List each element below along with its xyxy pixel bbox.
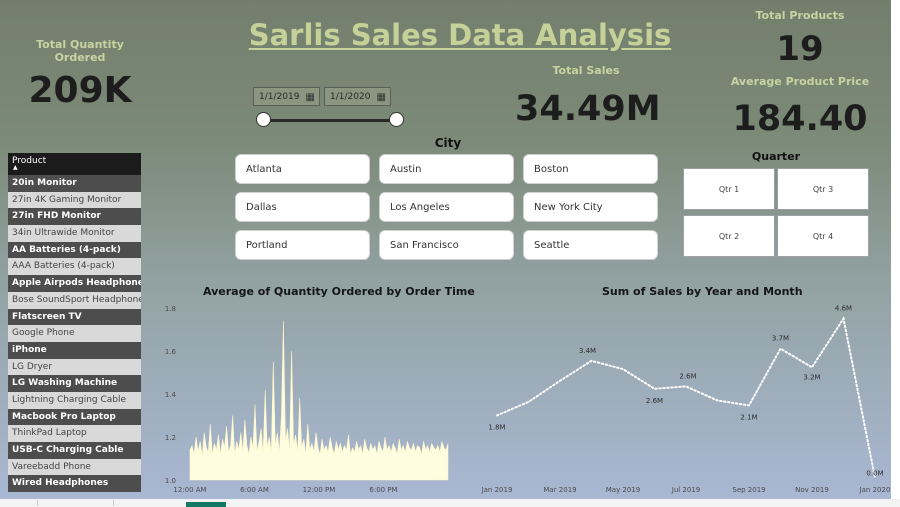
data-label: 2.6M [646,397,663,405]
product-item[interactable]: Apple Airpods Headphones [8,275,141,292]
y-tick-label: 1.6 [165,348,177,356]
start-date-text: 1/1/2019 [259,92,300,102]
end-date-input[interactable]: 1/1/2020 ▦ [324,87,391,106]
total-quantity-value: 209K [28,70,132,111]
total-quantity-label: Total Quantity Ordered [36,38,124,64]
city-button-boston[interactable]: Boston [523,154,658,184]
product-item[interactable]: iPhone [8,341,141,359]
x-tick-label: 12:00 AM [173,486,206,494]
product-item[interactable]: ThinkPad Laptop [8,425,141,442]
city-button-austin[interactable]: Austin [379,154,514,184]
total-sales-value: 34.49M [515,89,661,129]
calendar-icon[interactable]: ▦ [376,92,386,103]
page-tabs-strip [0,499,900,507]
city-button-san-francisco[interactable]: San Francisco [379,230,514,260]
product-item[interactable]: AA Batteries (4-pack) [8,241,141,259]
product-item[interactable]: Bose SoundSport Headphones [8,291,141,309]
data-label: 1.8M [488,423,505,431]
tab-separator [113,500,114,506]
x-tick-label: 12:00 PM [303,486,336,494]
product-item[interactable]: AAA Batteries (4-pack) [8,258,141,276]
active-page-tab[interactable] [186,502,226,507]
product-slicer: Product ▲ 20in Monitor 27in 4K Gaming Mon… [8,153,141,493]
data-label: 4.6M [835,305,852,313]
sort-ascending-icon[interactable]: ▲ [13,164,18,171]
window-edge [891,0,900,507]
y-tick-label: 1.0 [165,477,176,485]
city-button-new-york-city[interactable]: New York City [523,192,658,222]
product-slicer-title: Product [12,156,47,166]
x-tick-label: 6:00 PM [369,486,397,494]
city-button-dallas[interactable]: Dallas [235,192,370,222]
dashboard-canvas: Total Quantity Ordered 209K Sarlis Sales… [0,0,891,499]
sales-chart-title: Sum of Sales by Year and Month [602,285,803,298]
tab-separator [37,500,38,506]
product-item[interactable]: Vareebadd Phone [8,458,141,476]
x-tick-label: Sep 2019 [732,486,765,494]
product-item[interactable]: LG Washing Machine [8,375,141,392]
x-tick-label: Nov 2019 [795,486,829,494]
date-range-slider-track[interactable] [263,119,397,122]
sales-by-month-chart: 1.8M 3.4M 2.6M 2.6M 2.1M 3.7M 3.2M 4.6M 0.0M Jan … [481,305,891,494]
date-range-end-handle[interactable] [389,112,404,127]
city-button-seattle[interactable]: Seattle [523,230,658,260]
data-label: 3.4M [579,347,596,355]
x-tick-label: Jul 2019 [671,486,701,494]
date-range-start-handle[interactable] [256,112,271,127]
y-tick-label: 1.8 [165,305,176,313]
x-tick-label: Mar 2019 [543,486,576,494]
data-label: 3.2M [803,373,820,381]
product-slicer-items: 20in Monitor 27in 4K Gaming Monitor 27in F… [8,175,141,493]
data-label: 2.1M [740,413,757,421]
quarter-button-qtr-1[interactable]: Qtr 1 [683,168,775,210]
avg-price-value: 184.40 [732,99,868,139]
product-item[interactable]: 27in FHD Monitor [8,208,141,226]
x-tick-label: May 2019 [606,486,641,494]
product-slicer-header[interactable]: Product ▲ [8,153,141,175]
sales-line-series[interactable] [496,315,876,479]
quarter-button-qtr-4[interactable]: Qtr 4 [777,215,869,257]
quarter-slicer-title: Quarter [751,150,801,163]
quarter-button-qtr-2[interactable]: Qtr 2 [683,215,775,257]
total-products-value: 19 [776,29,824,69]
city-button-los-angeles[interactable]: Los Angeles [379,192,514,222]
city-button-portland[interactable]: Portland [235,230,370,260]
data-label: 2.6M [679,372,696,380]
quantity-by-time-chart: 1.0 1.2 1.4 1.6 1.8 12:00 AM 6:00 AM 12:00 PM 6:… [165,305,449,494]
city-slicer-title: City [434,136,462,150]
end-date-text: 1/1/2020 [330,92,371,102]
avg-price-label: Average Product Price [730,75,870,88]
total-sales-label: Total Sales [552,64,620,77]
total-products-label: Total Products [755,9,845,22]
quantity-area-series[interactable] [189,320,449,481]
quantity-chart-title: Average of Quantity Ordered by Order Tim… [203,285,475,298]
product-item[interactable]: USB-C Charging Cable [8,442,141,459]
x-tick-label: Jan 2020 [859,486,891,494]
product-item[interactable]: Lightning Charging Cable [8,391,141,409]
product-item[interactable]: 27in 4K Gaming Monitor [8,191,141,209]
calendar-icon[interactable]: ▦ [305,92,315,103]
data-label: 0.0M [866,470,883,478]
start-date-input[interactable]: 1/1/2019 ▦ [253,87,320,106]
quarter-button-qtr-3[interactable]: Qtr 3 [777,168,869,210]
product-item[interactable]: 20in Monitor [8,175,141,192]
page-title: Sarlis Sales Data Analysis [248,18,672,52]
product-item[interactable]: Macbook Pro Laptop [8,408,141,426]
y-tick-label: 1.2 [165,434,176,442]
x-tick-label: Jan 2019 [481,486,513,494]
product-item[interactable]: 34in Ultrawide Monitor [8,225,141,242]
city-button-atlanta[interactable]: Atlanta [235,154,370,184]
product-item[interactable]: Google Phone [8,325,141,342]
product-item[interactable]: Flatscreen TV [8,308,141,326]
y-tick-label: 1.4 [165,391,177,399]
x-tick-label: 6:00 AM [240,486,269,494]
product-item[interactable]: Wired Headphones [8,475,141,493]
product-item[interactable]: LG Dryer [8,358,141,376]
data-label: 3.7M [772,335,789,343]
